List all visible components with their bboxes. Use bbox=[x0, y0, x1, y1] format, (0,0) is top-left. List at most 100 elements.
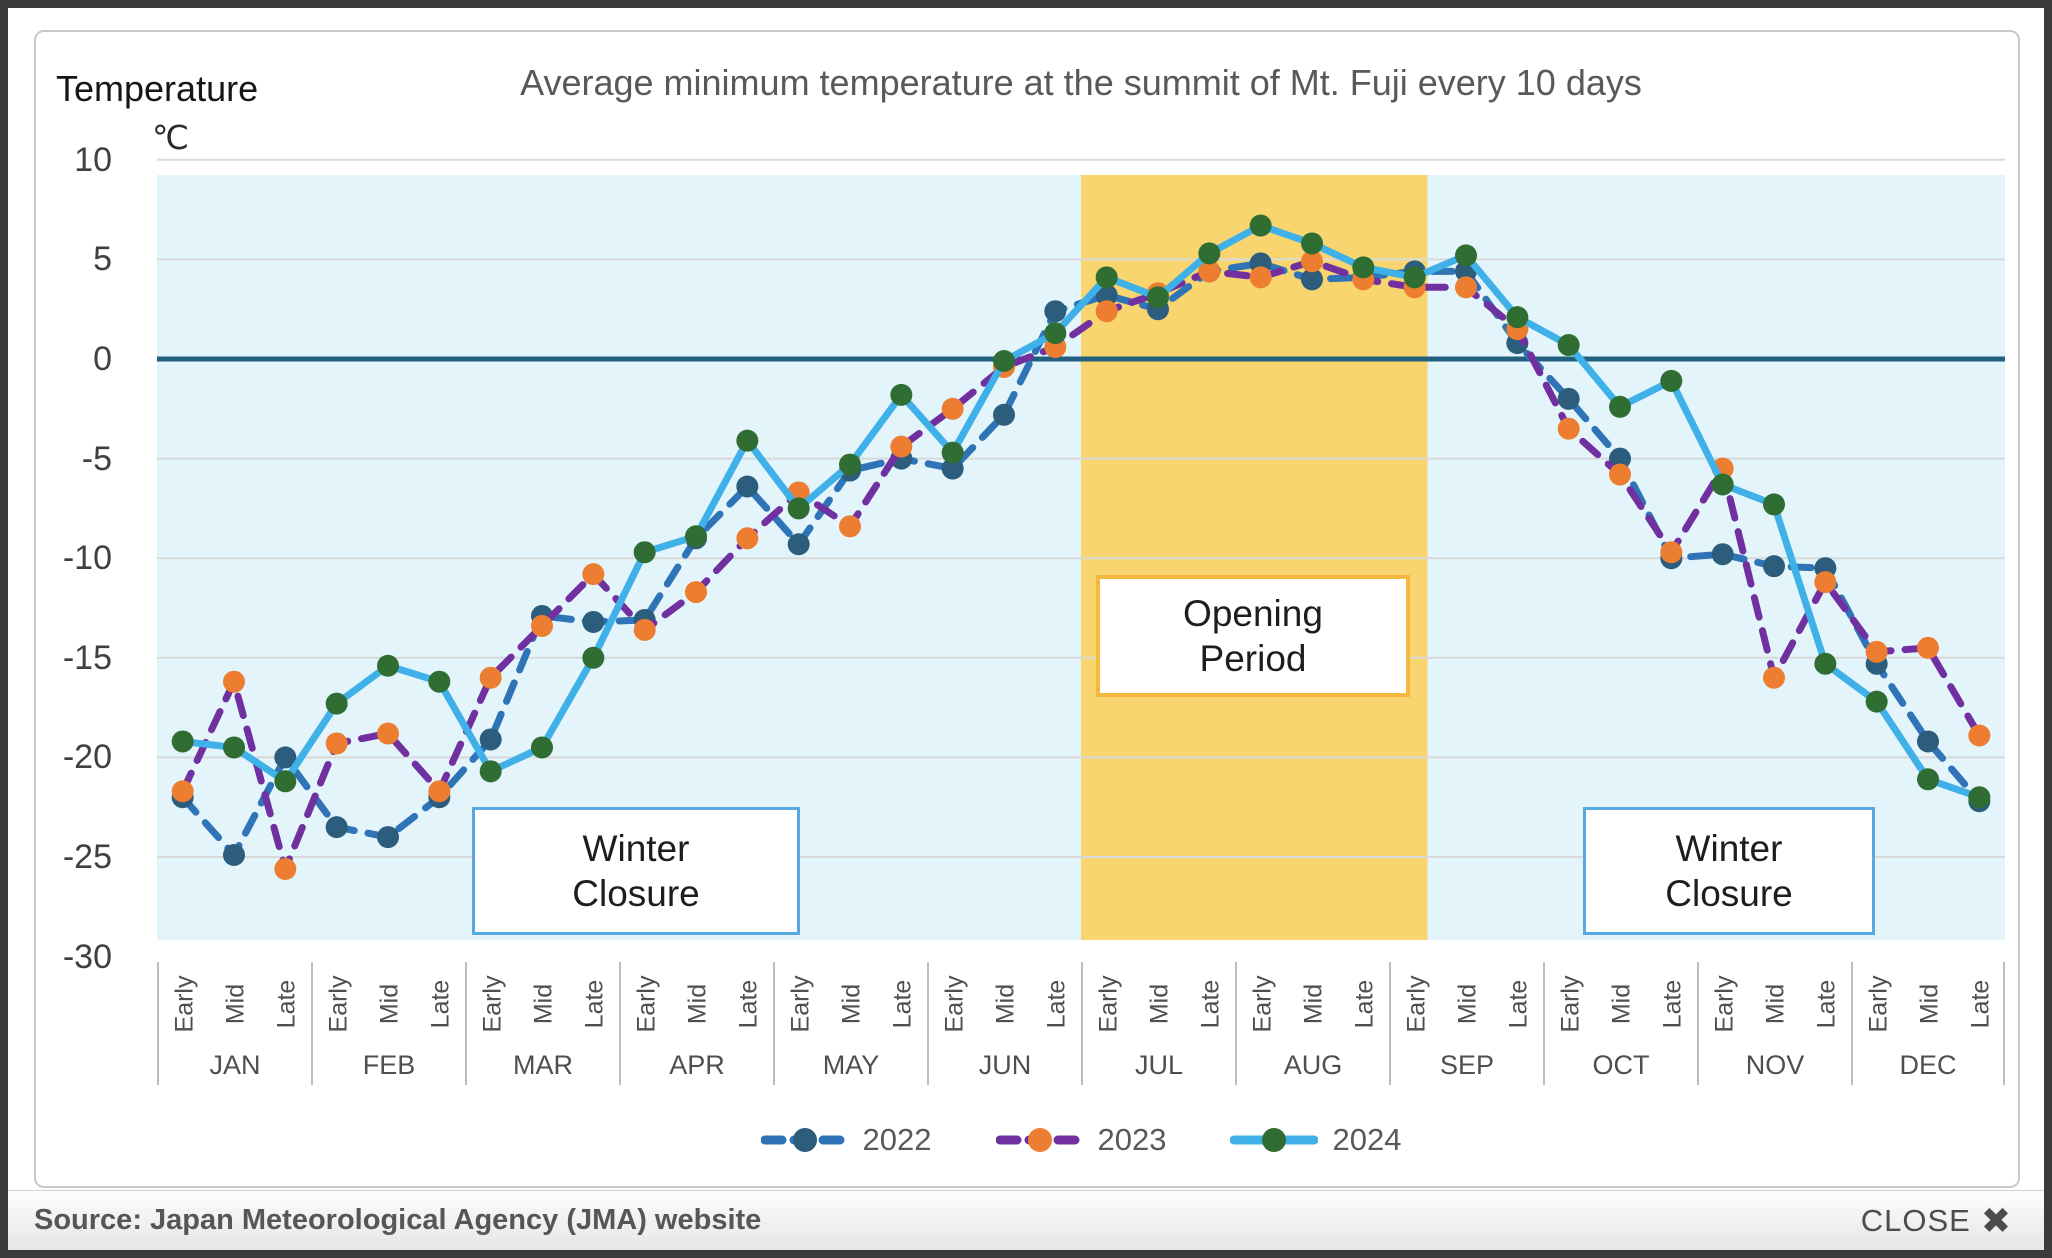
annotation-text: Closure bbox=[572, 873, 700, 914]
month-label: JAN bbox=[209, 1050, 261, 1080]
data-point-2022 bbox=[1557, 387, 1580, 410]
data-point-2022 bbox=[274, 746, 297, 769]
data-point-2024 bbox=[325, 692, 348, 715]
data-point-2024 bbox=[1455, 244, 1477, 267]
slot-label: Mid bbox=[529, 983, 558, 1025]
y-tick-label: 0 bbox=[93, 340, 112, 378]
annotation-text: Period bbox=[1199, 638, 1307, 679]
slot-label: Late bbox=[272, 979, 301, 1029]
data-point-2024 bbox=[1968, 786, 1991, 809]
data-point-2023 bbox=[1095, 300, 1118, 323]
data-point-2022 bbox=[1917, 730, 1939, 753]
slot-label: Late bbox=[1042, 979, 1071, 1029]
slot-label: Mid bbox=[683, 983, 712, 1025]
month-cell-mar: Early Mid Late MAR bbox=[465, 962, 619, 1085]
month-label: NOV bbox=[1745, 1050, 1805, 1080]
data-point-2023 bbox=[1301, 250, 1323, 273]
data-point-2024 bbox=[1044, 322, 1067, 345]
series-2024 bbox=[171, 214, 1991, 809]
data-point-2022 bbox=[1044, 300, 1067, 323]
slot-label: Mid bbox=[1299, 983, 1328, 1025]
slot-label: Late bbox=[1504, 979, 1533, 1029]
slot-label: Mid bbox=[1145, 983, 1174, 1025]
legend-item-2024: 2024 bbox=[1230, 1122, 1401, 1158]
winter-closure-right-box: Winter Closure bbox=[1583, 807, 1875, 935]
data-point-2024 bbox=[428, 670, 451, 693]
data-point-2023 bbox=[1865, 640, 1888, 663]
slot-label: Early bbox=[170, 975, 199, 1033]
month-label: MAY bbox=[822, 1050, 880, 1080]
data-point-2024 bbox=[274, 770, 297, 793]
data-point-2023 bbox=[377, 722, 399, 745]
data-point-2024 bbox=[1609, 395, 1631, 418]
data-point-2024 bbox=[171, 730, 194, 753]
series-line-2024 bbox=[179, 222, 1983, 801]
month-cell-jul: Early Mid Late JUL bbox=[1081, 962, 1235, 1085]
close-button[interactable]: CLOSE ✖ bbox=[1855, 1202, 2018, 1240]
month-label: JUL bbox=[1134, 1050, 1183, 1080]
data-point-2024 bbox=[787, 497, 810, 520]
data-point-2022 bbox=[1609, 447, 1631, 470]
slot-label: Mid bbox=[1607, 983, 1636, 1025]
month-label: AUG bbox=[1283, 1050, 1343, 1080]
data-point-2022 bbox=[377, 826, 399, 849]
month-label: SEP bbox=[1439, 1050, 1495, 1080]
slot-label: Late bbox=[1658, 979, 1687, 1029]
data-point-2022 bbox=[736, 475, 759, 498]
month-label: MAR bbox=[513, 1050, 573, 1080]
slot-label: Late bbox=[1196, 979, 1225, 1029]
legend-label: 2024 bbox=[1332, 1122, 1402, 1157]
legend-marker-2023 bbox=[995, 1128, 1084, 1152]
winter-closure-left-box: Winter Closure bbox=[472, 807, 800, 935]
chart-legend: 2022 2023 2024 bbox=[157, 1122, 2005, 1158]
data-point-2022 bbox=[993, 403, 1015, 426]
data-point-2022 bbox=[325, 816, 348, 839]
legend-label: 2023 bbox=[1097, 1122, 1167, 1157]
slot-label: Late bbox=[1350, 979, 1379, 1029]
slot-label: Late bbox=[1966, 979, 1995, 1029]
slot-label: Early bbox=[1864, 975, 1893, 1033]
slot-label: Mid bbox=[1761, 983, 1790, 1025]
chart-title: Average minimum temperature at the summi… bbox=[520, 62, 1642, 103]
data-point-2023 bbox=[274, 857, 297, 880]
data-point-2023 bbox=[428, 780, 451, 803]
slot-label: Late bbox=[580, 979, 609, 1029]
slot-label: Early bbox=[324, 975, 353, 1033]
data-point-2024 bbox=[633, 541, 656, 564]
data-point-2024 bbox=[839, 453, 861, 476]
slot-label: Early bbox=[940, 975, 969, 1033]
slot-label: Mid bbox=[1453, 983, 1482, 1025]
y-axis-unit: ℃ bbox=[152, 119, 190, 156]
data-point-2024 bbox=[890, 383, 913, 406]
legend-label: 2022 bbox=[862, 1122, 932, 1157]
data-point-2024 bbox=[993, 349, 1015, 372]
slot-label: Mid bbox=[837, 983, 866, 1025]
data-point-2023 bbox=[582, 563, 605, 586]
slot-label: Early bbox=[632, 975, 661, 1033]
data-point-2023 bbox=[223, 670, 245, 693]
data-point-2024 bbox=[1917, 768, 1939, 791]
data-point-2024 bbox=[1198, 242, 1221, 265]
data-point-2024 bbox=[1147, 286, 1169, 309]
annotation-text: Winter bbox=[1675, 827, 1783, 869]
series-line-2023 bbox=[179, 257, 1983, 873]
y-tick-label: -20 bbox=[62, 738, 112, 777]
slot-label: Late bbox=[734, 979, 763, 1029]
data-point-2024 bbox=[1711, 473, 1734, 496]
data-point-2023 bbox=[736, 527, 759, 550]
data-point-2024 bbox=[377, 654, 399, 677]
data-point-2023 bbox=[1763, 666, 1785, 689]
slot-label: Early bbox=[1710, 975, 1739, 1033]
data-point-2023 bbox=[941, 397, 964, 420]
data-point-2024 bbox=[1865, 690, 1888, 713]
data-point-2024 bbox=[1403, 266, 1426, 289]
y-tick-label: -5 bbox=[81, 439, 112, 478]
data-point-2023 bbox=[1814, 571, 1837, 594]
data-point-2022 bbox=[1301, 268, 1323, 291]
data-point-2024 bbox=[582, 646, 605, 669]
data-point-2024 bbox=[1763, 493, 1785, 516]
data-point-2024 bbox=[531, 736, 553, 759]
y-tick-label: -15 bbox=[62, 638, 112, 677]
data-point-2023 bbox=[171, 780, 194, 803]
